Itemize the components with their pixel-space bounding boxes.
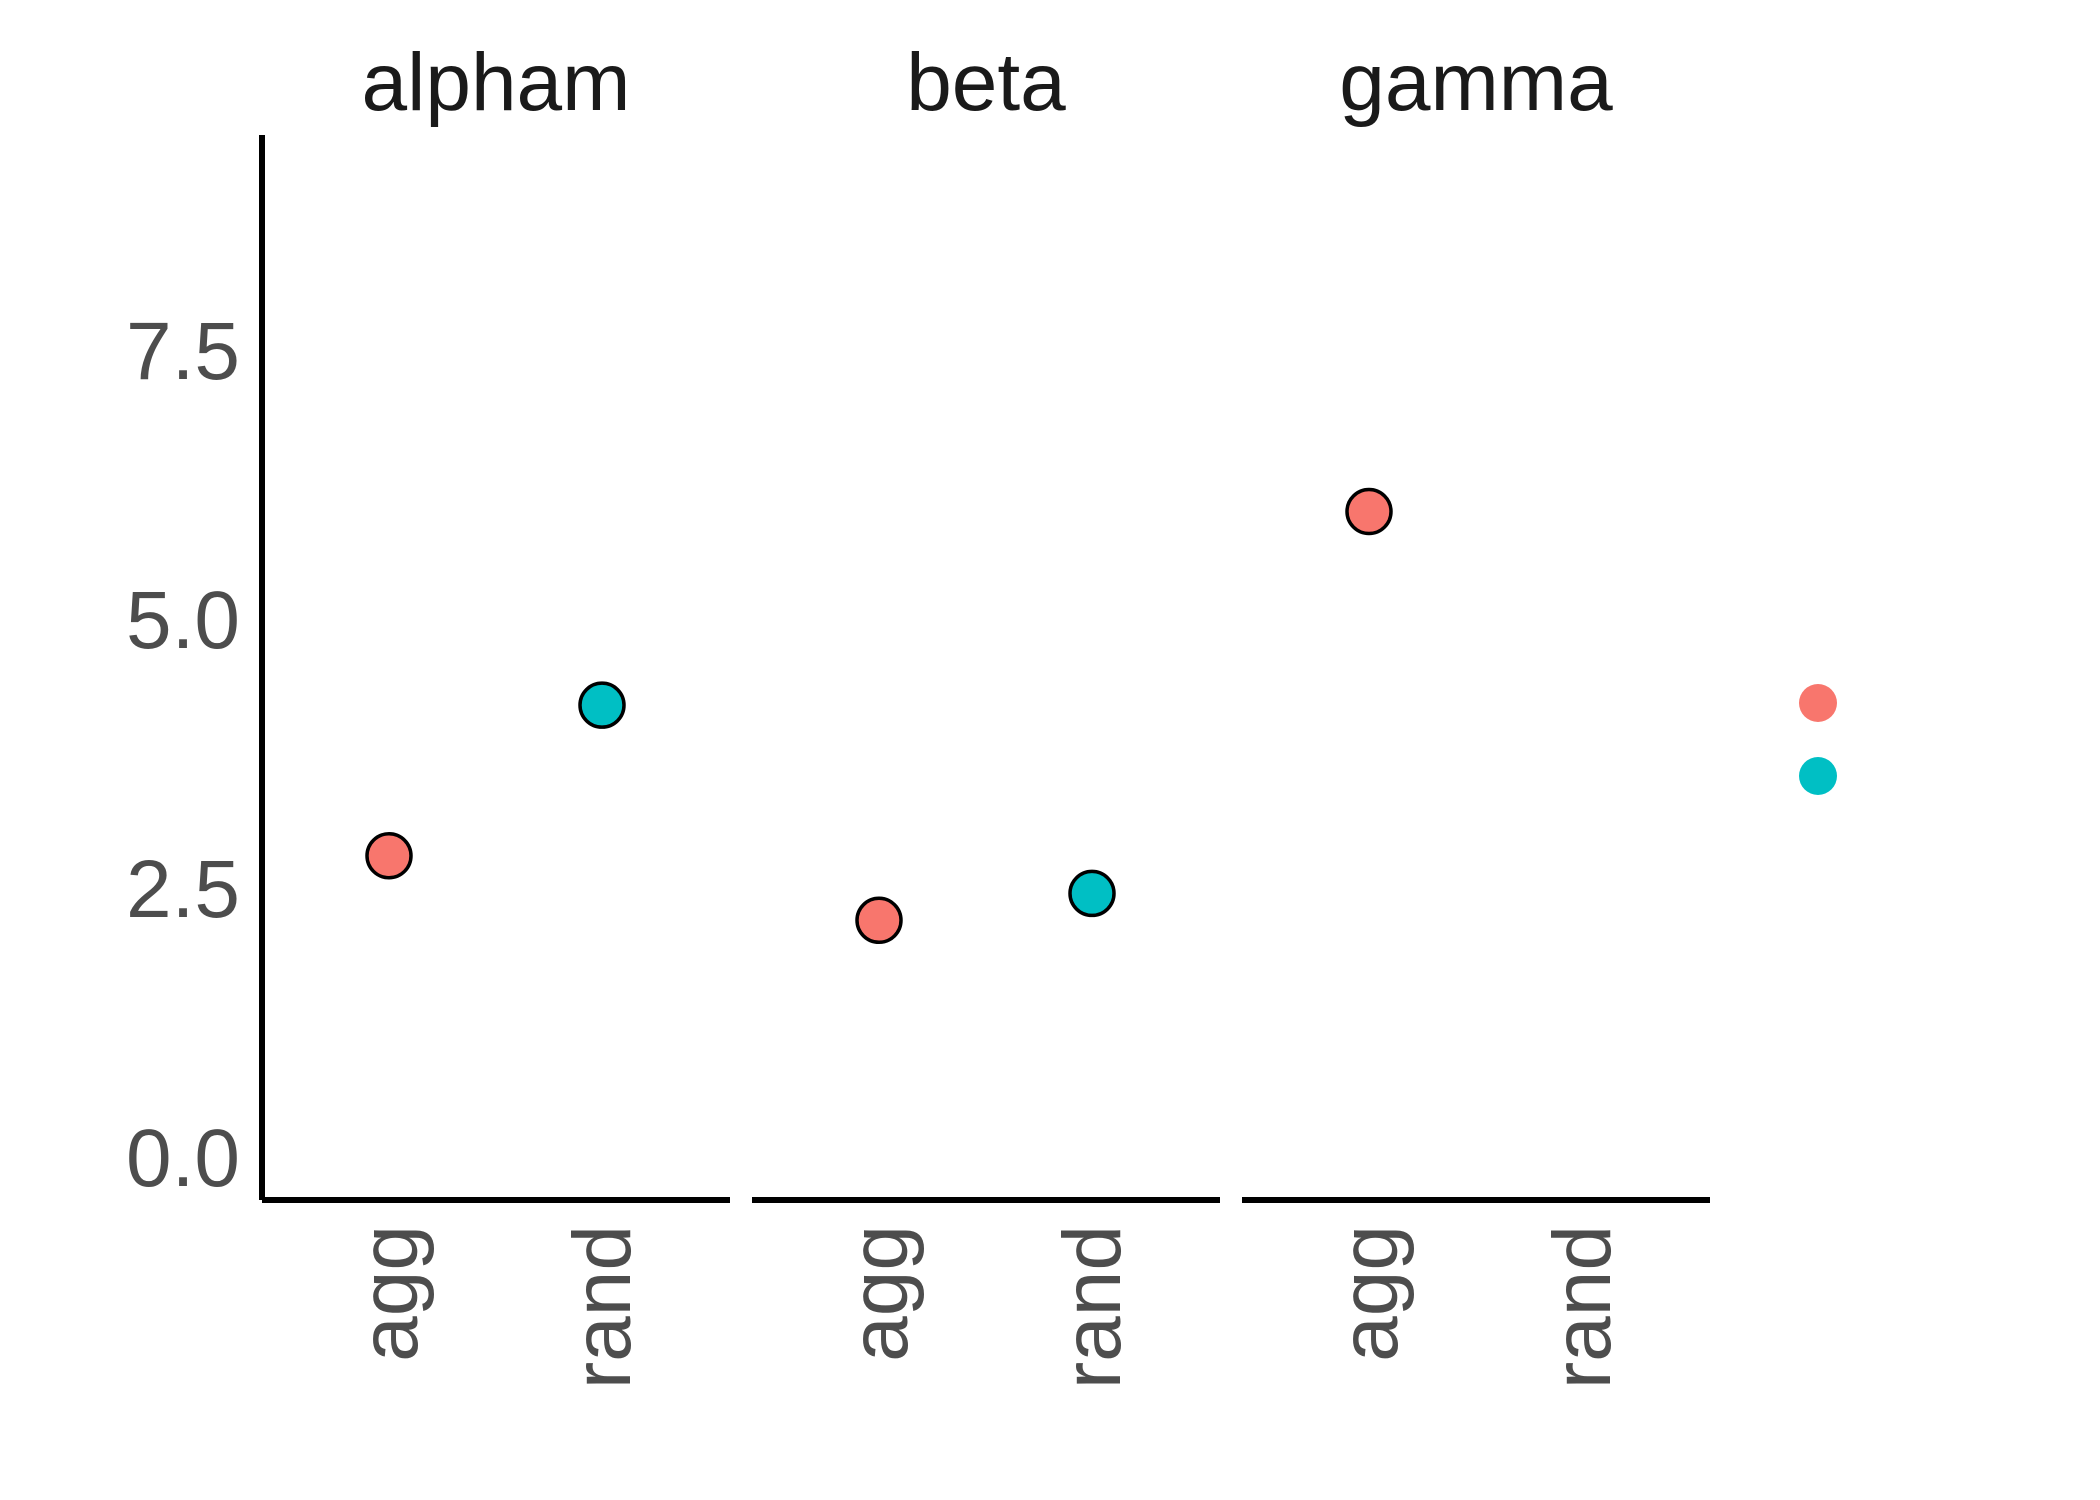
legend xyxy=(1799,684,1837,795)
y-tick-label: 0.0 xyxy=(126,1113,240,1204)
x-tick-label: rand xyxy=(557,1225,648,1389)
y-tick-label: 2.5 xyxy=(126,844,240,935)
data-point-beta-rand xyxy=(1068,869,1116,918)
x-tick-label: rand xyxy=(1537,1225,1628,1389)
legend-key xyxy=(1799,684,1837,722)
y-tick-label: 5.0 xyxy=(126,575,240,666)
x-tick-label: rand xyxy=(1047,1225,1138,1389)
facet-beta: beta agg rand xyxy=(752,37,1220,1389)
x-tick-label: agg xyxy=(344,1225,435,1362)
data-point-alpham-agg xyxy=(365,832,413,880)
facet-strip-label: gamma xyxy=(1339,37,1613,128)
data-points xyxy=(365,487,1393,945)
data-point-beta-agg xyxy=(855,896,903,945)
facet-strip-label: alpham xyxy=(362,37,631,128)
facet-alpham: alpham agg rand xyxy=(262,37,730,1389)
data-point-gamma-agg xyxy=(1345,487,1393,536)
facet-strip-label: beta xyxy=(906,37,1066,128)
x-tick-label: agg xyxy=(1324,1225,1415,1362)
y-axis: 0.0 2.5 5.0 7.5 xyxy=(126,135,265,1204)
x-tick-label: agg xyxy=(834,1225,925,1362)
facet-panels: alpham agg rand beta agg rand gamma agg rand xyxy=(262,37,1710,1389)
legend-key xyxy=(1799,757,1837,795)
facet-gamma: gamma agg rand xyxy=(1242,37,1710,1389)
y-tick-label: 7.5 xyxy=(126,306,240,397)
data-point-alpham-rand xyxy=(578,681,626,729)
